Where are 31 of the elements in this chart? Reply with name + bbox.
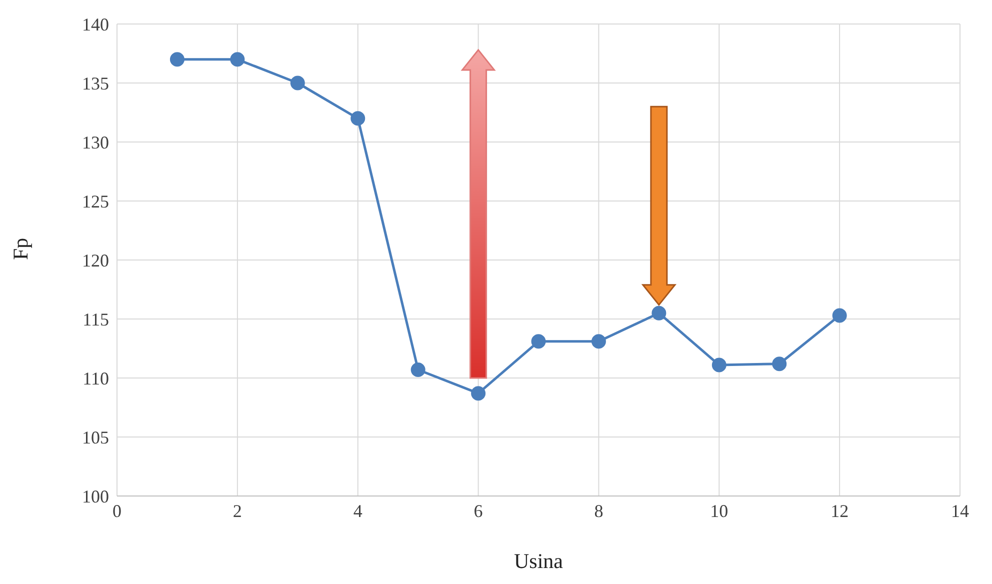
x-tick-label: 0	[112, 500, 122, 521]
point	[230, 52, 245, 67]
y-axis-title: Fp	[8, 238, 32, 260]
y-tick-label: 125	[82, 191, 109, 212]
point	[652, 306, 666, 320]
y-tick-label: 120	[82, 250, 109, 270]
point	[772, 356, 787, 372]
y-tick-label: 110	[82, 368, 109, 388]
x-tick-label: 6	[474, 500, 483, 521]
point	[170, 52, 184, 67]
y-tick-label: 105	[82, 427, 109, 448]
x-tick-label: 2	[232, 500, 242, 521]
point	[471, 386, 486, 401]
point	[350, 111, 366, 126]
point	[591, 334, 606, 349]
x-tick-label: 12	[830, 500, 849, 521]
x-tick-label: 14	[951, 500, 969, 521]
x-tick-label: 8	[594, 500, 604, 521]
y-tick-label: 135	[82, 73, 109, 94]
y-tick-label: 140	[82, 14, 109, 34]
point	[531, 334, 546, 349]
y-tick-label: 130	[82, 132, 109, 152]
y-tick-label: 100	[82, 486, 109, 506]
x-tick-label: 10	[710, 500, 728, 521]
point	[832, 308, 847, 323]
point	[712, 358, 726, 372]
x-tick-label: 4	[353, 500, 362, 521]
y-tick-label: 115	[82, 309, 109, 330]
point	[410, 362, 426, 377]
point	[290, 76, 305, 90]
x-axis-title: Usina	[514, 549, 564, 573]
